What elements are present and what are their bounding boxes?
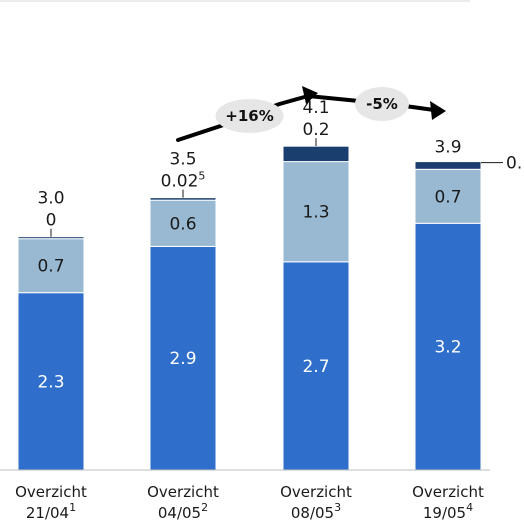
bar-segment xyxy=(149,197,217,201)
data-label: 2.3 xyxy=(37,372,64,392)
bars-layer xyxy=(17,145,482,471)
data-label: 3.2 xyxy=(434,338,461,358)
bar-segment xyxy=(414,222,482,471)
growth-oval xyxy=(215,99,284,133)
data-label: 2.7 xyxy=(302,357,329,377)
data-label: 0.7 xyxy=(37,257,64,277)
category-label: Overzicht xyxy=(15,483,87,501)
growth-oval xyxy=(355,87,409,121)
bar-segment xyxy=(282,261,350,471)
total-label: 3.9 xyxy=(434,138,461,158)
category-label: Overzicht xyxy=(412,483,484,501)
data-label: 2.9 xyxy=(169,349,196,369)
arrow-head-icon xyxy=(302,86,318,104)
bar-segment xyxy=(17,238,85,294)
data-label: 0.15 xyxy=(506,152,524,174)
bar-segment xyxy=(149,199,217,247)
total-label: 4.1 xyxy=(302,98,329,118)
category-label: Overzicht xyxy=(280,483,352,501)
data-label: 0.6 xyxy=(169,214,196,234)
total-label: 3.5 xyxy=(169,150,196,170)
data-label: 0 xyxy=(46,211,57,231)
category-label: Overzicht xyxy=(147,483,219,501)
category-label: 19/054 xyxy=(423,501,473,522)
data-label: 0.2 xyxy=(302,120,329,140)
data-label: 1.3 xyxy=(302,203,329,223)
bar-segment xyxy=(282,145,350,163)
bar-segment xyxy=(414,161,482,170)
category-label: 08/053 xyxy=(291,501,341,522)
category-label: 04/052 xyxy=(158,501,208,522)
data-label: 0.7 xyxy=(434,187,461,207)
growth-annotations: +16% -5% xyxy=(176,86,446,142)
growth-label: +16% xyxy=(225,107,273,125)
bar-segment xyxy=(414,168,482,224)
data-label: 0.025 xyxy=(161,170,206,192)
growth-label: -5% xyxy=(366,95,398,113)
total-label: 3.0 xyxy=(37,189,64,209)
arrow-head-icon xyxy=(430,101,446,120)
category-label: 21/041 xyxy=(26,501,76,522)
bar-segment xyxy=(282,161,350,263)
labels-layer: 2.30.703.0Overzicht21/0412.90.60.0253.5O… xyxy=(15,98,524,522)
bar-segment xyxy=(17,236,85,240)
